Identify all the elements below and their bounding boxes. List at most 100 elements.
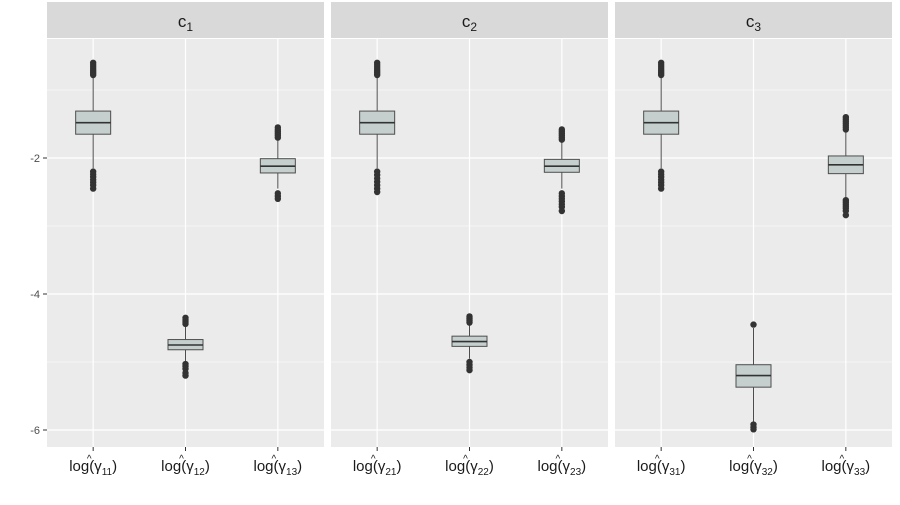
x-tick-label-suffix: ) [112, 458, 117, 475]
boxplot-12 [167, 314, 204, 379]
boxplot-11 [75, 59, 112, 192]
x-tick-label-prefix: log( [445, 458, 470, 475]
outlier-point [558, 136, 566, 143]
boxplot-32 [735, 321, 772, 433]
x-tick-label-subscript: 11 [102, 467, 113, 478]
x-tick-label-suffix: ) [865, 458, 870, 475]
x-tick-label-suffix: ) [396, 458, 401, 475]
x-tick-label-hat: ^ [839, 454, 844, 465]
x-tick-label-greek: γ [378, 458, 386, 475]
x-tick-label-hat: ^ [463, 454, 468, 465]
outlier-point [657, 71, 665, 79]
x-tick-label-hat: ^ [747, 454, 752, 465]
strip-label-subscript: 3 [754, 20, 761, 34]
x-tick-label-greek: γ [662, 458, 670, 475]
x-tick-label-greek: γ [279, 458, 287, 475]
x-tick-label-hat: ^ [555, 454, 560, 465]
boxplot-23 [543, 126, 580, 215]
outlier-point [558, 207, 566, 215]
y-tick-label: -6 [30, 425, 40, 437]
x-tick-label: log(γ22) [445, 458, 494, 478]
outlier-point [466, 319, 473, 326]
x-tick-label-prefix: log( [538, 458, 563, 475]
x-tick-label-subscript: 32 [762, 467, 774, 478]
x-tick-label-subscript: 21 [385, 467, 397, 478]
x-tick-label-subscript: 23 [570, 467, 582, 478]
x-tick-label-prefix: log( [729, 458, 754, 475]
outlier-point [842, 211, 850, 219]
x-tick-label-suffix: ) [581, 458, 586, 475]
outlier-point [182, 372, 189, 379]
x-tick-label-suffix: ) [773, 458, 778, 475]
outlier-point [274, 195, 282, 202]
x-tick-label-subscript: 31 [669, 467, 681, 478]
facet-strip [47, 2, 324, 38]
x-tick-label: log(γ23) [538, 458, 587, 478]
x-tick-label-greek: γ [563, 458, 571, 475]
x-tick-label-suffix: ) [489, 458, 494, 475]
outlier-point [750, 321, 757, 328]
x-tick-label-prefix: log( [637, 458, 662, 475]
x-tick-label-hat: ^ [179, 454, 184, 465]
x-tick-label: log(γ32) [729, 458, 778, 478]
strip-label-base: c [746, 12, 755, 31]
x-tick-label-prefix: log( [254, 458, 279, 475]
x-tick-label-subscript: 12 [194, 467, 206, 478]
boxplot-13 [259, 124, 296, 202]
x-tick-label-hat: ^ [271, 454, 276, 465]
outlier-point [373, 71, 381, 79]
strip-label-base: c [462, 12, 471, 31]
x-tick-label-prefix: log( [69, 458, 94, 475]
outlier-point [466, 366, 473, 374]
x-tick-label-prefix: log( [822, 458, 847, 475]
x-tick-label: log(γ11) [69, 458, 117, 478]
outlier-point [274, 134, 282, 141]
x-tick-label-subscript: 22 [478, 467, 490, 478]
y-tick-label: -4 [30, 289, 40, 301]
x-tick-label-hat: ^ [87, 454, 92, 465]
x-tick-label: log(γ21) [353, 458, 402, 478]
boxplot-31 [643, 59, 680, 192]
strip-label-subscript: 2 [470, 20, 477, 34]
x-tick-label-greek: γ [186, 458, 194, 475]
boxplot-21 [359, 59, 396, 196]
x-tick-label-hat: ^ [371, 454, 376, 465]
outlier-point [657, 185, 665, 192]
outlier-point [89, 185, 97, 192]
boxplot-33 [827, 114, 864, 219]
outlier-point [373, 188, 381, 196]
facet-strip-label: c1 [178, 12, 194, 34]
x-tick-label: log(γ12) [161, 458, 210, 478]
x-tick-label: log(γ33) [822, 458, 871, 478]
outlier-point [750, 426, 757, 433]
y-tick-label: -2 [30, 153, 40, 165]
outlier-point [89, 71, 97, 79]
x-tick-label-greek: γ [94, 458, 102, 475]
x-tick-label-suffix: ) [205, 458, 210, 475]
x-tick-label-subscript: 33 [854, 467, 866, 478]
facet-strip [615, 2, 892, 38]
outlier-point [182, 320, 189, 328]
x-tick-label-suffix: ) [297, 458, 302, 475]
strip-label-subscript: 1 [186, 20, 193, 34]
facet-strip-label: c2 [462, 12, 478, 34]
x-tick-label-greek: γ [754, 458, 762, 475]
facet-strip-label: c3 [746, 12, 762, 34]
x-tick-label-suffix: ) [680, 458, 685, 475]
x-tick-label: log(γ31) [637, 458, 686, 478]
x-tick-label-greek: γ [847, 458, 855, 475]
facet-strip [331, 2, 608, 38]
x-tick-label-prefix: log( [353, 458, 378, 475]
x-tick-label-hat: ^ [655, 454, 660, 465]
x-tick-label-subscript: 13 [286, 467, 298, 478]
x-tick-label: log(γ13) [254, 458, 303, 478]
strip-label-base: c [178, 12, 187, 31]
x-tick-label-prefix: log( [161, 458, 186, 475]
outlier-point [842, 126, 850, 133]
x-tick-label-greek: γ [470, 458, 478, 475]
